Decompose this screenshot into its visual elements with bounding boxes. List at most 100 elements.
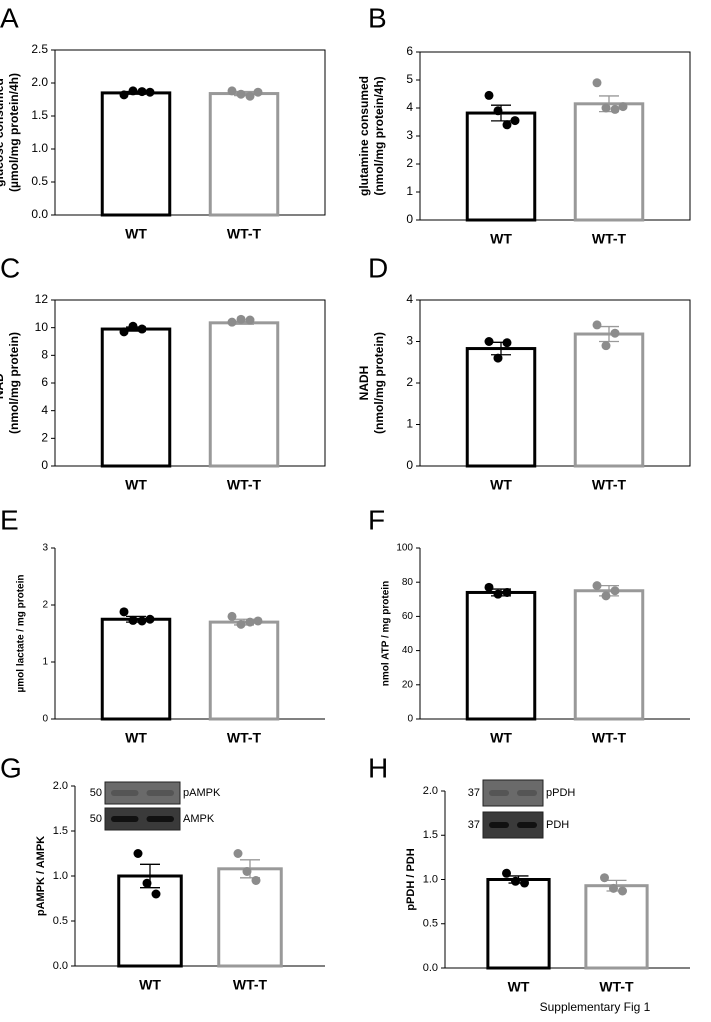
y-tick-label: 60 <box>402 611 414 622</box>
data-point <box>592 78 602 88</box>
y-tick-label: 12 <box>35 292 49 306</box>
data-point <box>502 120 512 130</box>
data-point <box>601 103 611 113</box>
y-tick-label: 0.0 <box>31 207 48 221</box>
bar <box>100 327 172 468</box>
panel: C 0 2 4 6 8 10 12 NAD⁺ (nmol/mg protein) WT WT-T <box>0 252 326 493</box>
data-point <box>145 87 155 97</box>
y-tick-label: 1 <box>42 657 48 668</box>
y-tick-label: 0.5 <box>31 174 48 188</box>
y-tick-label: 0.5 <box>53 915 68 927</box>
x-tick-label: WT <box>125 226 147 242</box>
data-point <box>145 614 155 624</box>
data-point <box>610 104 620 114</box>
panel-letter: F <box>368 504 385 535</box>
y-tick-label: 0.0 <box>53 960 68 972</box>
y-tick-label: 8 <box>41 348 48 362</box>
data-point <box>245 617 255 627</box>
blot-lane <box>517 790 537 796</box>
y-tick-label: 0 <box>406 212 413 226</box>
x-tick-label: WT <box>490 231 512 247</box>
data-point <box>137 616 147 626</box>
y-axis-label: pPDH / PDH <box>405 848 417 910</box>
data-point <box>601 341 611 351</box>
y-tick-label: 2.5 <box>31 42 48 56</box>
blot-lane <box>146 790 174 796</box>
y-axis-label: µmol lactate / mg protein <box>16 574 27 692</box>
data-point <box>236 314 246 324</box>
bar <box>100 91 172 217</box>
bar <box>584 884 649 970</box>
blot-lane <box>111 790 139 796</box>
y-tick-label: 2 <box>41 431 48 445</box>
blot-lane <box>146 816 174 822</box>
data-point <box>119 90 129 100</box>
y-tick-label: 2 <box>406 375 413 389</box>
plot-frame <box>419 299 691 467</box>
data-point <box>600 873 609 883</box>
y-tick-label: 4 <box>406 292 413 306</box>
blot-band <box>104 807 181 831</box>
data-point <box>510 116 520 126</box>
error-bar <box>599 325 619 343</box>
y-axis-label: nmol ATP / mg protein <box>381 581 392 686</box>
data-point <box>251 876 261 885</box>
y-tick-label: 2.0 <box>31 75 48 89</box>
y-tick-label: 1.5 <box>53 825 68 837</box>
x-tick-label: WT-T <box>227 730 262 746</box>
data-point <box>493 353 503 363</box>
bar <box>573 589 645 721</box>
x-tick-label: WT <box>490 730 512 746</box>
y-axis-label: NAD⁺ <box>0 367 6 399</box>
data-point <box>236 89 246 99</box>
x-tick-label: WT <box>125 477 147 493</box>
y-tick-label: 1 <box>406 417 413 431</box>
data-point <box>484 90 494 100</box>
panel: G 0.0 0.5 1.0 1.5 2.0 pAMPK / AMPK WT WT-T 50 pAMP… <box>0 752 325 993</box>
bar <box>208 620 280 721</box>
data-point <box>502 587 512 597</box>
data-point <box>245 91 255 101</box>
y-tick-label: 0 <box>41 458 48 472</box>
y-axis-label: NADH <box>357 366 371 401</box>
bar <box>208 321 280 468</box>
y-tick-label: 10 <box>35 320 49 334</box>
data-point <box>233 849 243 858</box>
y-tick-label: 5 <box>406 72 413 86</box>
y-tick-label: 100 <box>396 543 413 554</box>
y-tick-label: 2 <box>406 156 413 170</box>
y-tick-label: 1.0 <box>31 141 48 155</box>
panel: D 0 1 2 3 4 NADH (nmol/mg protein) WT WT-T <box>357 252 691 493</box>
y-tick-label: 2.0 <box>53 780 68 792</box>
data-point <box>253 87 263 97</box>
blot-lane <box>517 822 537 828</box>
y-axis-label: (nmol/mg protein) <box>7 332 21 434</box>
y-tick-label: 20 <box>402 679 414 690</box>
y-tick-label: 1 <box>406 184 413 198</box>
data-point <box>236 619 246 629</box>
y-tick-label: 3 <box>42 543 48 554</box>
y-tick-label: 6 <box>41 375 48 389</box>
blot-lane <box>489 822 509 828</box>
x-tick-label: WT-T <box>592 477 627 493</box>
blot-label: pPDH <box>546 787 575 799</box>
data-point <box>137 87 147 97</box>
x-tick-label: WT-T <box>592 730 627 746</box>
bar <box>573 332 645 468</box>
blot-lane <box>111 816 139 822</box>
data-point <box>253 616 263 626</box>
panel: F 0 20 40 60 80 100 nmol ATP / mg protein WT WT-T <box>368 504 690 746</box>
y-tick-label: 80 <box>402 577 414 588</box>
bar <box>465 111 537 222</box>
data-point <box>618 886 627 896</box>
y-tick-label: 0 <box>407 714 413 725</box>
data-point <box>128 86 138 96</box>
y-tick-label: 1.0 <box>423 873 438 885</box>
data-point <box>245 315 255 325</box>
blot-label: pAMPK <box>183 787 221 799</box>
data-point <box>511 876 520 886</box>
data-point <box>142 878 152 888</box>
bar <box>573 102 645 222</box>
y-tick-label: 4 <box>41 403 48 417</box>
